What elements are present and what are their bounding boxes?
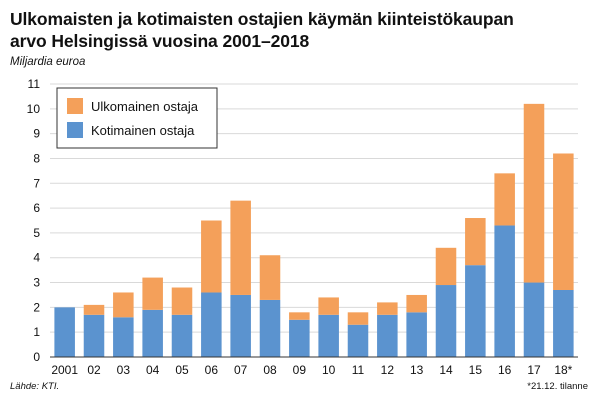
legend: Ulkomainen ostaja Kotimainen ostaja (56, 87, 218, 149)
bar-foreign-18* (553, 153, 574, 290)
x-tick-label: 07 (234, 363, 248, 377)
bar-foreign-11 (347, 312, 369, 325)
y-tick-label: 2 (33, 300, 40, 314)
bar-foreign-10 (318, 297, 339, 315)
legend-box (56, 87, 218, 149)
x-tick-label: 10 (322, 363, 336, 377)
bar-domestic-2001 (54, 307, 75, 357)
y-tick-label: 3 (33, 276, 40, 290)
chart-title: Ulkomaisten ja kotimaisten ostajien käym… (10, 8, 590, 52)
bar-foreign-04 (142, 277, 163, 310)
x-tick-label: 16 (498, 363, 512, 377)
legend-swatch-foreign (67, 98, 83, 114)
bar-foreign-06 (201, 220, 222, 293)
bar-domestic-16 (494, 225, 515, 357)
y-tick-label: 0 (33, 350, 40, 364)
bar-foreign-14 (435, 247, 457, 286)
chart-title-line-2: arvo Helsingissä vuosina 2001–2018 (10, 31, 310, 51)
bar-foreign-16 (494, 173, 515, 226)
gridlines (50, 83, 578, 333)
bar-domestic-09 (289, 319, 310, 357)
x-tick-label: 03 (117, 363, 131, 377)
bar-domestic-15 (465, 265, 486, 357)
x-tick-label: 08 (263, 363, 277, 377)
bar-foreign-05 (171, 287, 193, 315)
x-tick-label: 11 (352, 363, 365, 377)
y-tick-label: 7 (33, 176, 40, 190)
bar-foreign-12 (377, 302, 398, 315)
x-tick-label: 04 (146, 363, 160, 377)
legend-swatch-domestic (67, 122, 83, 138)
y-tick-label: 9 (33, 127, 40, 141)
bar-domestic-07 (230, 294, 251, 357)
bar-domestic-02 (83, 314, 105, 357)
bar-domestic-13 (406, 312, 427, 357)
bar-domestic-08 (259, 299, 281, 357)
y-tick-label: 8 (33, 151, 40, 165)
bar-foreign-07 (230, 200, 251, 295)
chart-title-line-1: Ulkomaisten ja kotimaisten ostajien käym… (10, 9, 514, 29)
bar-foreign-13 (406, 294, 427, 313)
bar-domestic-03 (113, 317, 134, 357)
x-tick-label: 12 (381, 363, 395, 377)
bars (54, 103, 574, 357)
bar-foreign-09 (289, 312, 310, 320)
y-tick-label: 1 (33, 325, 40, 339)
bar-foreign-02 (83, 304, 105, 315)
bar-domestic-11 (347, 324, 369, 357)
y-tick-label: 4 (33, 251, 40, 265)
x-tick-label: 15 (469, 363, 483, 377)
x-tick-label: 06 (205, 363, 219, 377)
x-tick-label: 14 (439, 363, 453, 377)
footnote: *21.12. tilanne (527, 381, 588, 392)
y-tick-label: 5 (33, 226, 40, 240)
x-tick-label: 05 (175, 363, 189, 377)
bar-domestic-04 (142, 309, 163, 357)
bar-foreign-03 (113, 292, 134, 318)
x-tick-label: 2001 (51, 363, 78, 377)
y-tick-label: 6 (33, 201, 40, 215)
x-tick-label: 17 (527, 363, 541, 377)
bar-domestic-14 (435, 285, 457, 357)
bar-foreign-15 (465, 218, 486, 266)
x-tick-label: 18* (554, 363, 572, 377)
legend-label-domestic: Kotimainen ostaja (91, 123, 195, 138)
bar-domestic-06 (201, 292, 222, 357)
x-tick-label: 09 (293, 363, 307, 377)
y-tick-label: 11 (28, 77, 41, 91)
y-tick-label: 10 (27, 102, 41, 116)
bar-foreign-17 (523, 103, 545, 283)
bar-domestic-10 (318, 314, 339, 357)
bar-foreign-08 (259, 255, 281, 300)
source-note: Lähde: KTI. (10, 381, 60, 392)
x-tick-label: 13 (410, 363, 424, 377)
bar-domestic-18* (553, 289, 574, 357)
chart-unit-subtitle: Miljardia euroa (10, 56, 86, 68)
legend-label-foreign: Ulkomainen ostaja (91, 99, 199, 114)
bar-domestic-17 (523, 282, 545, 357)
x-tick-label: 02 (87, 363, 101, 377)
bar-domestic-05 (171, 314, 193, 357)
bar-domestic-12 (377, 314, 398, 357)
